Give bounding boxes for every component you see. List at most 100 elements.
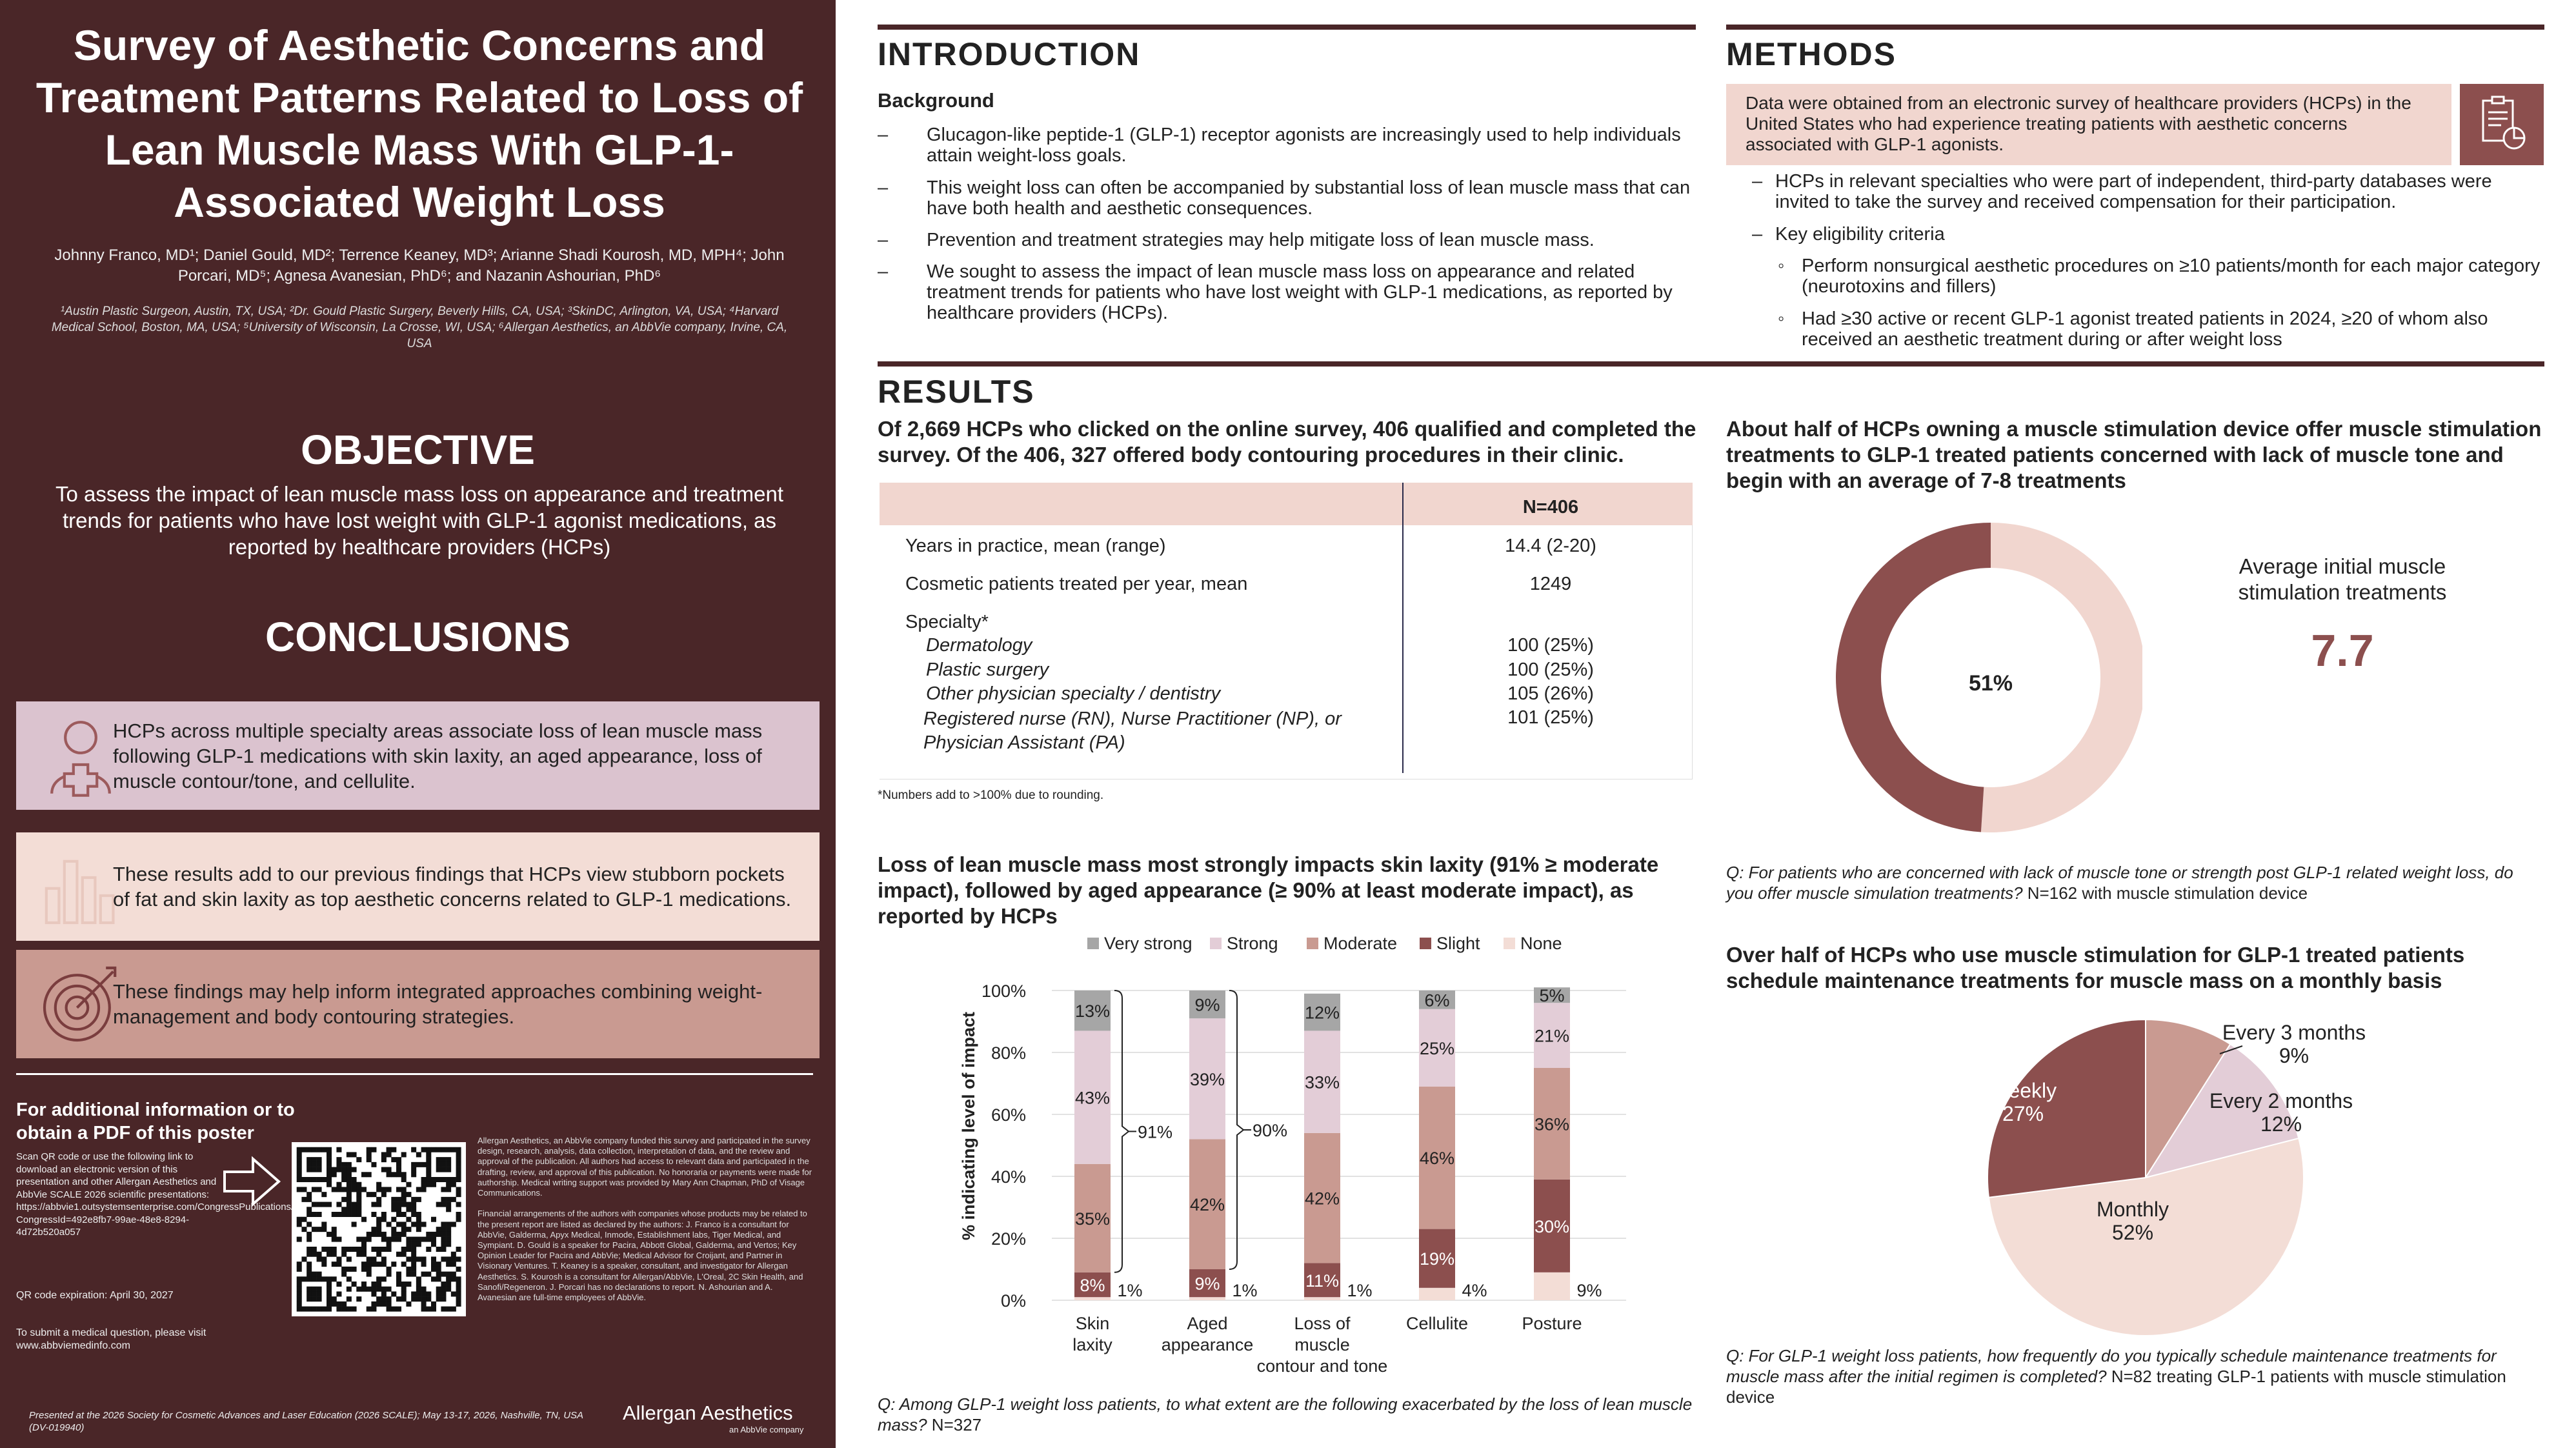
- pie-question: Q: For GLP-1 weight loss patients, how f…: [1726, 1346, 2506, 1407]
- disclosures: Allergan Aesthetics, an AbbVie company f…: [478, 1136, 812, 1303]
- data-label: 33%: [1305, 1073, 1340, 1092]
- pie-headline: Over half of HCPs who use muscle stimula…: [1726, 943, 2465, 992]
- data-label: 9%: [1194, 996, 1220, 1015]
- objective-heading: OBJECTIVE: [301, 427, 535, 473]
- bar-segment: [1074, 990, 1111, 1031]
- data-label: 1%: [1347, 1281, 1372, 1300]
- table-row-value: 14.4 (2-20): [1505, 536, 1596, 556]
- table-row-value: 101 (25%): [1507, 707, 1594, 728]
- bracket-label: 91%: [1138, 1122, 1172, 1141]
- data-label: 19%: [1420, 1249, 1454, 1269]
- x-tick-label: Cellulite: [1406, 1314, 1468, 1333]
- methods-icon-box: [2460, 84, 2544, 165]
- bar-segment: [1189, 1018, 1225, 1140]
- table-row-value: 105 (26%): [1507, 683, 1594, 704]
- pie-slice-label: 9%: [2279, 1044, 2309, 1067]
- methods-heading: METHODS: [1726, 36, 1897, 72]
- data-label: 9%: [1576, 1281, 1602, 1300]
- y-tick-label: 0%: [1001, 1291, 1026, 1311]
- table-row-value: 100 (25%): [1507, 659, 1594, 680]
- x-tick-label: Aged appearance: [1162, 1314, 1254, 1354]
- bar-chart-icon: [45, 860, 115, 925]
- demographics-table: N=406 Years in practice, mean (range) 14…: [880, 483, 1693, 779]
- target-icon: [43, 966, 117, 1042]
- pie-slice-name: Every 2 months: [2209, 1089, 2353, 1112]
- table-column-divider: [1402, 483, 1404, 773]
- results-heading: RESULTS: [878, 374, 1035, 410]
- bar-segment: [1074, 1031, 1111, 1164]
- data-label: 42%: [1305, 1189, 1340, 1209]
- section-rule: [878, 361, 2544, 367]
- info-title: For additional information or to obtain …: [16, 1100, 295, 1143]
- intro-subheading: Background: [878, 89, 994, 112]
- data-label: 5%: [1539, 986, 1564, 1005]
- pie-slice-name: Every 3 months: [2222, 1021, 2366, 1044]
- data-label: 46%: [1420, 1149, 1454, 1168]
- medical-question-text[interactable]: To submit a medical question, please vis…: [16, 1327, 206, 1351]
- table-row-label: Dermatology: [926, 635, 1032, 656]
- bar-segment: [1419, 1009, 1455, 1087]
- bar-segment: [1304, 1031, 1340, 1133]
- survey-document-icon: [2482, 96, 2526, 150]
- y-tick-label: 20%: [991, 1229, 1026, 1249]
- bar-segment: [1419, 990, 1455, 1009]
- legend-swatch: [1504, 938, 1515, 949]
- bracket-label: 90%: [1253, 1121, 1287, 1140]
- x-tick-label: Posture: [1522, 1314, 1582, 1333]
- bar-segment: [1534, 1179, 1570, 1272]
- table-row-label: Cosmetic patients treated per year, mean: [905, 574, 1248, 594]
- x-tick-label: Skin laxity: [1072, 1314, 1112, 1354]
- conclusion-box: HCPs across multiple specialty areas ass…: [16, 701, 820, 810]
- bar-segment: [1304, 1132, 1340, 1263]
- bar-segment: [1534, 1003, 1570, 1068]
- legend-label: Slight: [1436, 934, 1480, 953]
- table-row-label: Plastic surgery: [926, 659, 1049, 680]
- y-tick-label: 80%: [991, 1043, 1026, 1063]
- data-label: 35%: [1075, 1209, 1110, 1229]
- table-row-value: 100 (25%): [1507, 635, 1594, 656]
- bar-segment: [1419, 1086, 1455, 1229]
- donut-chart: 51%: [1835, 523, 2142, 832]
- bar-segment: [1189, 1139, 1225, 1269]
- data-label: 4%: [1462, 1281, 1487, 1300]
- pie-slice-label: 52%: [2112, 1221, 2153, 1244]
- table-row-label: Registered nurse (RN), Nurse Practitione…: [923, 709, 1342, 753]
- data-label: 12%: [1305, 1003, 1340, 1023]
- data-label: 43%: [1075, 1089, 1110, 1108]
- legend-label: None: [1520, 934, 1562, 953]
- qr-code[interactable]: [292, 1142, 466, 1316]
- conclusion-text: These findings may help inform integrate…: [113, 980, 763, 1028]
- qr-expiration: QR code expiration: April 30, 2027: [16, 1290, 174, 1301]
- pie-slice: [2144, 1043, 2300, 1179]
- y-tick-label: 100%: [981, 981, 1026, 1001]
- data-label: 39%: [1190, 1070, 1225, 1089]
- bracket: [1114, 990, 1130, 1273]
- table-row-label: Years in practice, mean (range): [905, 536, 1166, 556]
- avg-treatments-value: 7.7: [2311, 625, 2374, 676]
- table-row-label: Other physician specialty / dentistry: [926, 683, 1221, 704]
- stacked-bar-chart: Very strong Strong Moderate Slight None 0% 20…: [959, 934, 1626, 1376]
- donut-headline: About half of HCPs owning a muscle stimu…: [1726, 417, 2542, 492]
- bar-segment: [1189, 990, 1225, 1019]
- info-text[interactable]: Scan QR code or use the following link t…: [16, 1151, 367, 1238]
- legend-swatch: [1210, 938, 1222, 949]
- methods-box: Data were obtained from an electronic su…: [1726, 84, 2451, 165]
- donut-center-label: 51%: [1969, 671, 2013, 696]
- table-headline: Of 2,669 HCPs who clicked on the online …: [878, 417, 1696, 467]
- bar-segment: [1189, 1269, 1225, 1298]
- section-rule: [878, 25, 1696, 30]
- pie-slice-label: 27%: [2002, 1102, 2044, 1125]
- person-medical-icon: [50, 721, 111, 797]
- sidebar: Survey of Aesthetic Concerns and Treatme…: [0, 0, 836, 1448]
- legend-swatch: [1307, 938, 1318, 949]
- affiliations: ¹Austin Plastic Surgeon, Austin, TX, USA…: [51, 305, 788, 350]
- data-label: 21%: [1535, 1027, 1569, 1046]
- data-label: 8%: [1080, 1276, 1105, 1295]
- section-rule: [1726, 25, 2544, 30]
- donut-slice: [1980, 523, 2142, 832]
- legend-swatch: [1087, 938, 1099, 949]
- donut-question: Q: For patients who are concerned with l…: [1726, 863, 2513, 903]
- bar-segment: [1534, 1272, 1570, 1300]
- y-tick-label: 60%: [991, 1105, 1026, 1125]
- poster-title: Survey of Aesthetic Concerns and Treatme…: [35, 21, 803, 226]
